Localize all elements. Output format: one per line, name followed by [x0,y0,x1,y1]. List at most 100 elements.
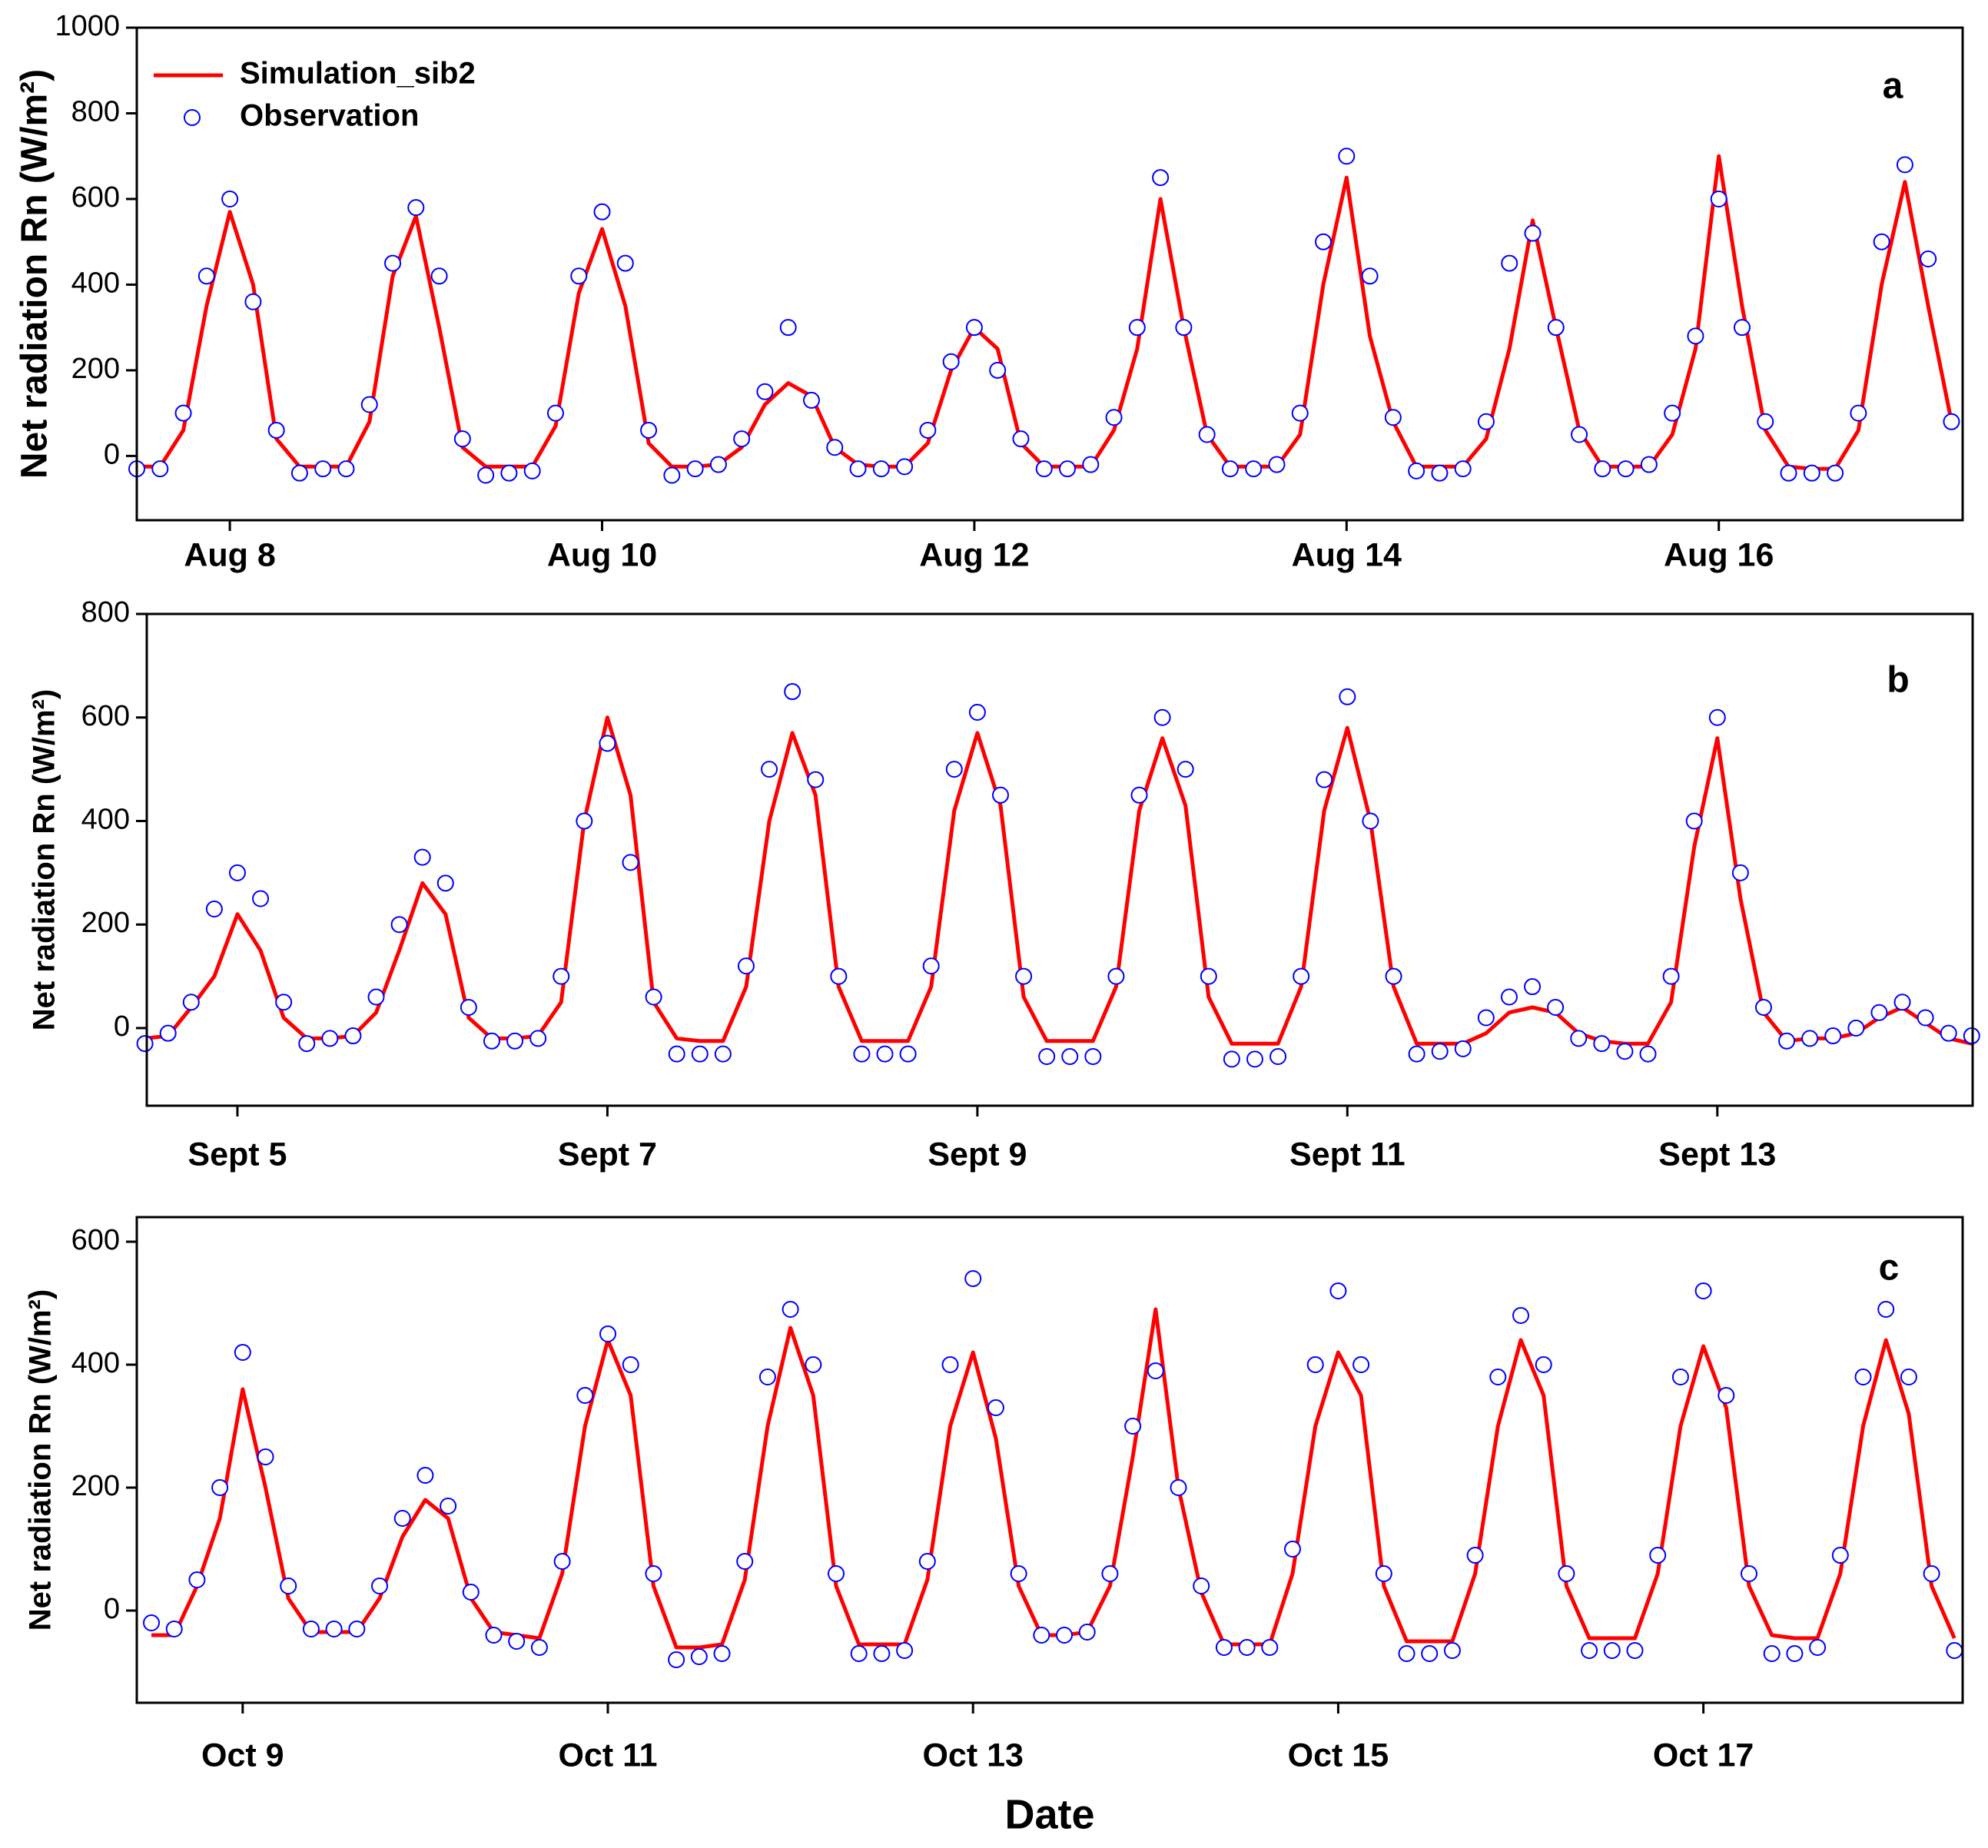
x-tick-label: Aug 16 [1664,536,1774,573]
observation-point [826,439,844,456]
y-axis-label: Net radiation Rn (W/m²) [15,69,55,479]
x-axis-label: Date [1004,1791,1094,1837]
observation-point [593,203,611,221]
observation-point [1786,1645,1804,1662]
observation-point [523,462,541,479]
observation-point [663,466,681,484]
observation-point [1547,319,1565,337]
observation-point [1352,1356,1370,1373]
observation-point [197,267,215,285]
observation-point [1078,1624,1096,1641]
observation-point [1801,1030,1819,1047]
observation-point [1524,224,1542,242]
observation-point [1535,1356,1552,1373]
observation-point [252,890,270,907]
observation-point [344,1027,362,1045]
observation-point [440,1498,457,1515]
observation-point [1671,1369,1689,1385]
observation-point [321,1030,339,1047]
observation-point [690,1648,708,1665]
y-axis-label: Net radiation Rn (W/m²) [24,1289,58,1631]
observation-point [257,1448,274,1465]
observation-point [1431,1043,1449,1060]
observation-point [228,864,246,881]
observation-point [1617,460,1635,478]
observation-point [1639,1045,1657,1063]
observation-point [987,1399,1004,1416]
observation-point [267,421,285,439]
observation-point [371,1578,389,1594]
observation-point [188,1571,206,1588]
observation-point [1269,1048,1287,1065]
y-tick-label: 400 [71,267,120,299]
observation-point [989,361,1007,379]
observation-point [599,1325,617,1342]
observation-point [576,1387,594,1404]
observation-point [143,1614,161,1631]
observation-point [736,1553,754,1570]
observation-point [1831,1547,1849,1564]
observation-point [508,1633,526,1650]
observation-point [1571,426,1588,443]
observation-point [1558,1565,1575,1582]
observation-point [1710,190,1727,207]
observation-point [1454,460,1472,478]
observation-point [1824,1027,1842,1045]
observation-point [314,460,332,478]
observation-point [1943,413,1960,430]
observation-point [1061,1048,1079,1065]
observation-point [1893,994,1911,1011]
x-tick-label: Aug 8 [184,536,275,573]
observation-point [1923,1565,1940,1582]
observation-point [1107,967,1125,985]
legend-label: Simulation_sib2 [240,57,476,91]
observation-point [1626,1642,1644,1659]
observation-point [714,1045,732,1063]
observation-point [896,1642,914,1659]
observation-point [1153,708,1171,726]
observation-point [1940,1024,1957,1042]
observation-point [1896,156,1913,174]
observation-point [1215,1639,1233,1656]
observation-point [896,458,914,476]
observation-point [1408,462,1425,479]
observation-point [1477,1009,1495,1027]
observation-point [1489,1369,1507,1385]
observation-point [918,1553,936,1570]
observation-point [756,383,774,400]
observation-point [941,1356,959,1373]
observation-point [1757,413,1774,430]
observation-point [1594,460,1611,478]
observation-point [1246,1050,1263,1068]
y-tick-label: 200 [81,907,130,939]
observation-point [968,704,986,721]
observation-point [807,771,825,788]
x-tick-label: Sept 9 [928,1136,1027,1173]
observation-point [640,421,658,439]
observation-point [733,430,751,448]
observation-point [417,1467,434,1484]
observation-point [1431,464,1449,482]
observation-point [1177,761,1194,778]
observation-point [599,735,616,752]
observation-point [1375,1565,1392,1582]
observation-point [1640,456,1658,473]
observation-point [165,1621,183,1637]
observation-point [1649,1547,1667,1564]
observation-point [668,1651,685,1668]
y-tick-label: 1000 [55,10,120,42]
observation-point [872,460,890,478]
observation-point [965,319,983,337]
observation-point [1708,708,1726,726]
observation-point [645,1565,662,1582]
observation-point [384,254,402,272]
observation-point [616,254,634,272]
x-tick-label: Aug 14 [1292,536,1402,573]
observation-point [645,988,662,1006]
observation-point [205,901,223,917]
observation-point [485,1627,503,1644]
x-tick-label: Oct 11 [558,1737,657,1773]
observation-point [1361,267,1379,285]
observation-point [1384,409,1402,426]
observation-point [1501,254,1518,272]
